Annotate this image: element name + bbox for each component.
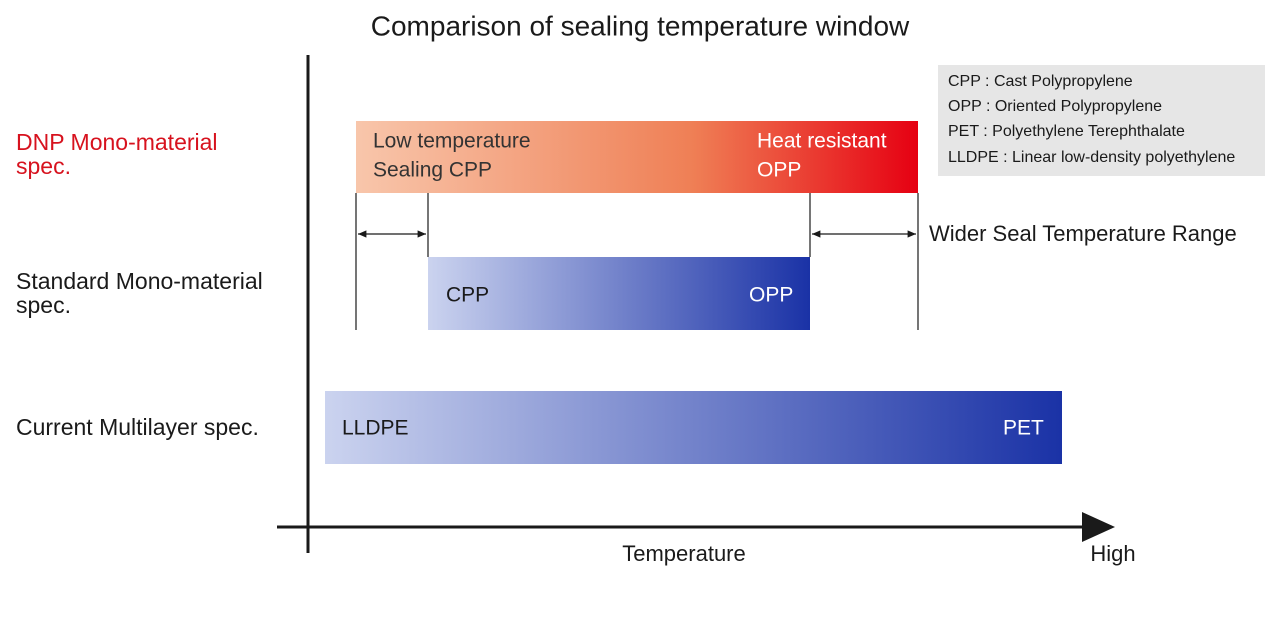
bar-text: Low temperature: [373, 130, 531, 153]
bar-text: Sealing CPP: [373, 159, 492, 182]
range-bar: [428, 257, 810, 330]
legend-box: [938, 65, 1265, 176]
bar-text: PET: [1003, 417, 1044, 440]
bar-text: OPP: [757, 159, 801, 182]
row-label: DNP Mono-material: [16, 129, 218, 155]
legend-item: CPP : Cast Polypropylene: [948, 73, 1133, 90]
title: Comparison of sealing temperature window: [371, 10, 910, 41]
legend-item: PET : Polyethylene Terephthalate: [948, 123, 1185, 140]
range-bar: [356, 121, 918, 193]
range-bar: [325, 391, 1062, 464]
row-label: Current Multilayer spec.: [16, 414, 259, 440]
row-label: spec.: [16, 292, 71, 318]
guides: [355, 193, 919, 330]
bar-text: OPP: [749, 284, 793, 307]
bar-text: CPP: [446, 284, 489, 307]
x-axis-end-label: High: [1090, 541, 1135, 566]
legend-item: LLDPE : Linear low-density polyethylene: [948, 149, 1235, 166]
bar-text: LLDPE: [342, 417, 409, 440]
row-label: Standard Mono-material: [16, 268, 263, 294]
x-axis-label: Temperature: [622, 541, 746, 566]
legend-item: OPP : Oriented Polypropylene: [948, 98, 1162, 115]
annotation: Wider Seal Temperature Range: [929, 221, 1237, 246]
bar-text: Heat resistant: [757, 130, 887, 153]
row-label: spec.: [16, 153, 71, 179]
